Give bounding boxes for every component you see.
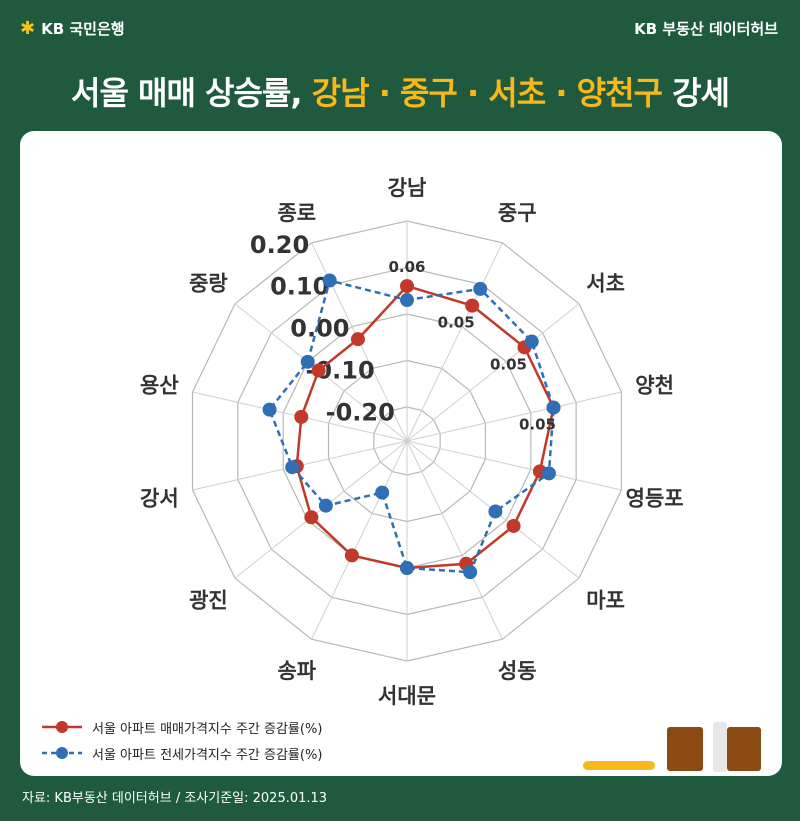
point-jeonse: [463, 565, 478, 580]
point-sale: [294, 409, 309, 424]
category-label: 서대문: [378, 684, 436, 708]
grid-spoke: [406, 303, 580, 442]
point-sale: [304, 510, 319, 525]
point-sale: [350, 332, 365, 347]
data-label: 0.05: [490, 355, 527, 373]
data-hub-label: KB 부동산 데이터허브: [634, 20, 778, 38]
legend-item-sale: 서울 아파트 매매가격지수 주간 증감률(%): [40, 714, 322, 740]
data-label: 0.05: [519, 416, 556, 434]
brand-logo: ✱ KB 국민은행: [20, 18, 125, 39]
radial-tick-label: 0.10: [270, 273, 329, 301]
point-sale: [311, 363, 326, 378]
point-jeonse: [285, 460, 300, 475]
category-label: 서초: [586, 272, 625, 296]
legend-marker-jeonse: [42, 747, 82, 759]
deco-yellow-bar: [583, 761, 655, 770]
point-jeonse: [541, 466, 556, 481]
point-jeonse: [300, 354, 315, 369]
radar-chart: 0.200.100.00-0.10-0.20강남중구서초양천영등포마포성동서대문…: [140, 176, 684, 708]
point-jeonse: [400, 293, 414, 308]
category-label: 양천: [635, 373, 674, 397]
legend-label-sale: 서울 아파트 매매가격지수 주간 증감률(%): [92, 721, 323, 737]
grid-spoke: [406, 242, 503, 442]
point-jeonse: [524, 334, 539, 349]
point-jeonse: [400, 561, 414, 575]
category-label: 마포: [586, 588, 625, 612]
category-label: 영등포: [626, 487, 684, 511]
point-jeonse: [322, 273, 337, 288]
source-note: 자료: KB부동산 데이터허브 / 조사기준일: 2025.01.13: [22, 791, 328, 806]
grid-spoke: [406, 391, 622, 442]
category-label: 중랑: [189, 272, 228, 296]
grid-spoke: [406, 440, 503, 640]
point-jeonse: [318, 498, 333, 513]
deco-grey-block: [713, 722, 727, 772]
point-jeonse: [546, 400, 561, 415]
point-jeonse: [473, 281, 488, 296]
radial-tick-label: -0.20: [326, 398, 395, 426]
point-sale: [506, 518, 521, 533]
point-sale: [400, 279, 414, 294]
legend-item-jeonse: 서울 아파트 전세가격지수 주간 증감률(%): [40, 740, 322, 766]
legend-label-jeonse: 서울 아파트 전세가격지수 주간 증감률(%): [92, 747, 323, 763]
category-label: 강서: [140, 487, 179, 511]
point-jeonse: [262, 402, 277, 417]
headline-highlight: 강남 · 중구 · 서초 · 양천구: [311, 74, 663, 112]
headline: 서울 매매 상승률, 강남 · 중구 · 서초 · 양천구 강세: [0, 68, 800, 114]
data-label: 0.05: [438, 314, 475, 332]
legend-marker-sale: [42, 721, 82, 733]
series-line-jeonse: [268, 278, 555, 574]
grid-spoke: [406, 440, 622, 491]
legend: 서울 아파트 매매가격지수 주간 증감률(%) 서울 아파트 전세가격지수 주간…: [40, 714, 322, 766]
category-label: 강남: [388, 176, 427, 200]
category-label: 송파: [277, 659, 316, 683]
category-label: 중구: [498, 201, 537, 225]
category-label: 광진: [189, 588, 228, 612]
brand-name: KB 국민은행: [41, 20, 125, 38]
kb-star-icon: ✱: [20, 18, 36, 39]
category-label: 성동: [498, 659, 537, 683]
point-jeonse: [488, 504, 503, 519]
deco-brown-block-2: [727, 727, 761, 771]
data-label: 0.06: [388, 258, 425, 276]
headline-prefix: 서울 매매 상승률,: [71, 74, 312, 112]
grid-spoke: [311, 440, 408, 640]
category-label: 종로: [277, 201, 316, 225]
point-sale: [344, 548, 359, 563]
deco-brown-block: [667, 727, 703, 771]
point-sale: [465, 298, 480, 313]
point-jeonse: [375, 485, 390, 500]
category-label: 용산: [140, 373, 179, 397]
radial-tick-label: 0.20: [250, 231, 309, 259]
headline-suffix: 강세: [661, 74, 730, 112]
